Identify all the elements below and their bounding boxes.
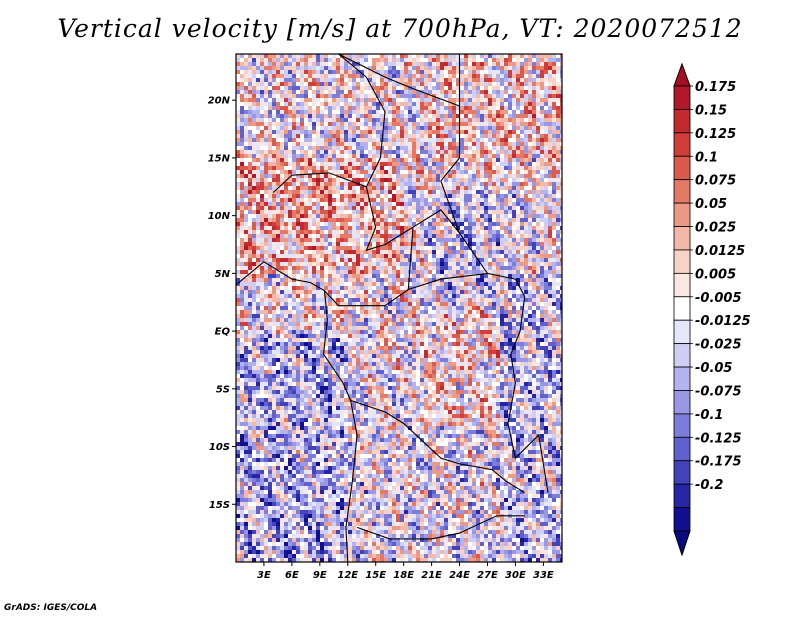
colorbar-box — [673, 483, 691, 508]
colorbar-label: -0.1 — [695, 408, 723, 423]
colorbar-label: 0.125 — [695, 127, 736, 142]
colorbar-label: -0.125 — [695, 431, 742, 446]
x-tick-label: 21E — [421, 570, 442, 581]
colorbar-box — [673, 249, 691, 274]
colorbar-label: 0.075 — [695, 174, 736, 189]
y-axis-ticks: 20N 15N 10N 5N EQ 5S 10S 15S — [208, 96, 236, 511]
x-tick-label: 33E — [533, 570, 554, 581]
border-line — [338, 54, 386, 188]
colorbar-box — [673, 296, 691, 321]
country-borders — [236, 54, 549, 562]
y-tick-label: EQ — [215, 327, 231, 338]
colorbar-box — [673, 436, 691, 462]
colorbar-label: -0.0125 — [695, 314, 751, 329]
colorbar-label: -0.075 — [695, 384, 742, 399]
colorbar-label: 0.05 — [695, 197, 727, 212]
border-line — [507, 296, 549, 493]
colorbar-label: -0.05 — [695, 361, 732, 376]
chart-title: Vertical velocity [m/s] at 700hPa, VT: 2… — [57, 14, 743, 43]
colorbar-box — [673, 343, 691, 368]
x-axis-ticks: 3E 6E 9E 12E 15E 18E 21E 24E 27E 30E 33E — [257, 562, 554, 581]
border-line — [356, 515, 525, 540]
colorbar-box — [673, 319, 691, 345]
colorbar: 0.175 0.15 0.125 0.1 0.075 0.05 0.025 0.0125 0.0… — [673, 62, 751, 557]
y-tick-label: 20N — [208, 96, 231, 107]
x-tick-label: 27E — [477, 570, 498, 581]
colorbar-top-arrow — [673, 62, 691, 87]
y-tick-label: 5N — [215, 269, 231, 280]
x-tick-label: 12E — [337, 570, 358, 581]
colorbar-label: 0.175 — [695, 80, 736, 95]
colorbar-label: 0.1 — [695, 150, 718, 165]
colorbar-label: 0.0125 — [695, 244, 745, 259]
colorbar-bottom-arrow — [673, 530, 691, 557]
colorbar-box — [673, 85, 691, 110]
colorbar-box — [673, 132, 691, 157]
velocity-field — [236, 54, 562, 562]
colorbar-box — [673, 226, 691, 251]
x-tick-label: 6E — [285, 570, 299, 581]
colorbar-label: -0.025 — [695, 338, 742, 353]
x-tick-label: 9E — [313, 570, 327, 581]
x-tick-label: 18E — [393, 570, 414, 581]
y-tick-label: 15N — [208, 153, 231, 164]
y-tick-label: 15S — [209, 500, 230, 511]
colorbar-label: 0.005 — [695, 267, 736, 282]
colorbar-box — [673, 272, 691, 298]
y-tick-label: 10S — [209, 442, 230, 453]
colorbar-label: 0.15 — [695, 103, 727, 118]
colorbar-box — [673, 507, 691, 532]
x-tick-label: 15E — [365, 570, 386, 581]
x-tick-label: 3E — [257, 570, 271, 581]
colorbar-box — [673, 390, 691, 415]
colorbar-box — [673, 413, 691, 438]
x-tick-label: 24E — [449, 570, 470, 581]
x-tick-label: 30E — [505, 570, 526, 581]
colorbar-box — [673, 202, 691, 227]
map-frame — [235, 53, 563, 563]
colorbar-box — [673, 155, 691, 181]
colorbar-box — [673, 460, 691, 485]
border-line — [350, 399, 525, 494]
border-line — [407, 227, 414, 290]
colorbar-label: -0.005 — [695, 291, 742, 306]
colorbar-box — [673, 179, 691, 204]
colorbar-label: 0.025 — [695, 221, 736, 236]
border-line — [324, 272, 488, 307]
colorbar-box — [673, 366, 691, 391]
border-line — [236, 261, 358, 562]
colorbar-label: -0.2 — [695, 478, 723, 493]
colorbar-box — [673, 109, 691, 134]
colorbar-label: -0.175 — [695, 455, 742, 470]
y-tick-label: 10N — [208, 211, 231, 222]
y-tick-label: 5S — [216, 384, 230, 395]
grads-credit: GrADS: IGES/COLA — [4, 603, 98, 613]
